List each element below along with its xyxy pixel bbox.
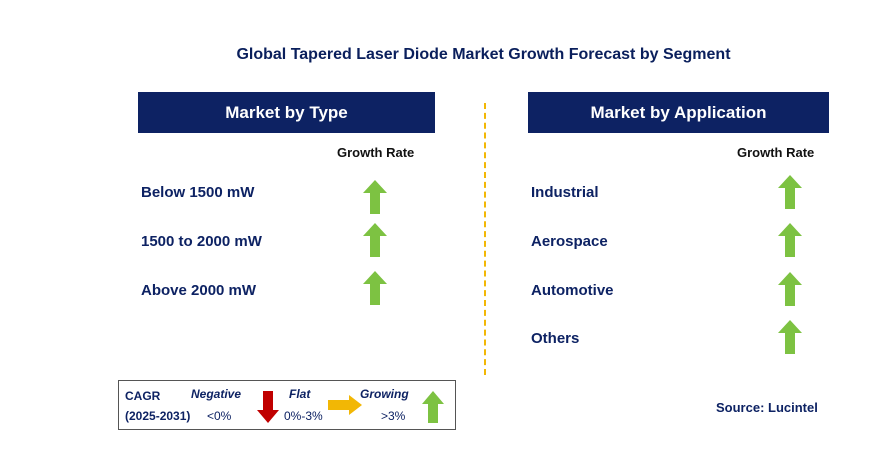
legend-period: (2025-2031) [125,409,191,423]
type-growth-rate-label: Growth Rate [337,145,415,160]
up-arrow-icon [778,175,802,209]
chart-title: Global Tapered Laser Diode Market Growth… [236,46,731,63]
right-arrow-icon [328,395,362,415]
up-arrow-icon [363,223,387,257]
up-arrow-icon [363,271,387,305]
legend-flat-label: Flat [289,387,311,401]
legend-negative-range: <0% [207,409,232,423]
legend-flat-range: 0%-3% [284,409,323,423]
up-arrow-icon [778,223,802,257]
type-item-label: Above 2000 mW [141,282,257,299]
up-arrow-icon [363,180,387,214]
source-note: Source: Lucintel [716,400,818,415]
panel-divider [484,103,486,375]
legend-growing-range: >3% [381,409,406,423]
cagr-legend: CAGR (2025-2031) Negative <0% Flat 0%-3%… [118,380,456,430]
application-item-label: Others [531,330,580,347]
type-item-label: 1500 to 2000 mW [141,233,262,250]
legend-negative-label: Negative [191,387,242,401]
type-item-label: Below 1500 mW [141,184,255,201]
legend-growing-label: Growing [360,387,409,401]
application-growth-rate-label: Growth Rate [737,145,815,160]
up-arrow-icon [778,272,802,306]
type-panel-header: Market by Type [138,92,435,133]
up-arrow-icon [422,391,444,423]
up-arrow-icon [778,320,802,354]
application-item-label: Automotive [531,282,614,299]
legend-cagr-label: CAGR [125,389,161,403]
application-item-label: Aerospace [531,233,608,250]
application-panel-header: Market by Application [528,92,829,133]
application-item-label: Industrial [531,184,599,201]
down-arrow-icon [257,391,279,423]
